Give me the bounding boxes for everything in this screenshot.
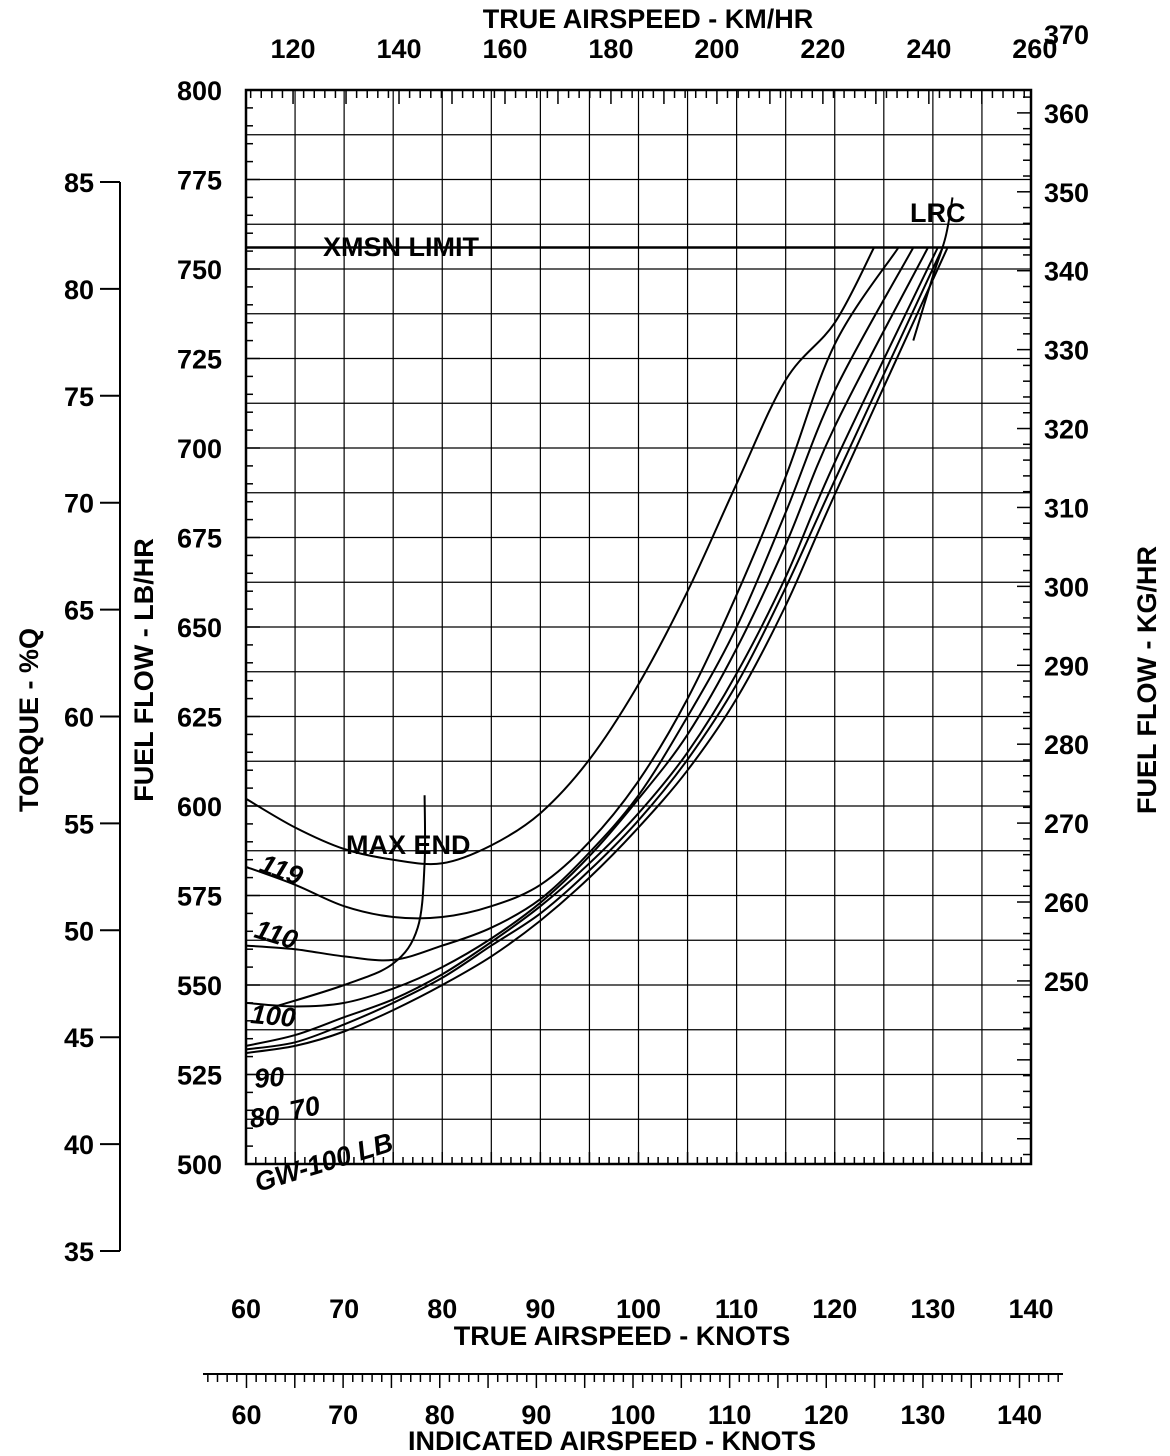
y-left-tick-label: 575 — [177, 882, 222, 912]
y-torque-title: TORQUE - %Q — [14, 628, 44, 812]
x-top-tick-label: 200 — [694, 34, 739, 64]
series-line-6 — [245, 247, 949, 1054]
series-line-3 — [245, 247, 929, 1008]
y-left-tick-label: 800 — [177, 76, 222, 106]
y-left-tick-label: 500 — [177, 1150, 222, 1180]
x-bottom-tick-label: 90 — [525, 1294, 555, 1324]
y-left-tick-label: 650 — [177, 613, 222, 643]
y-torque-tick-label: 50 — [64, 916, 94, 946]
lrc-label: LRC — [910, 198, 966, 228]
y-left-tick-label: 525 — [177, 1061, 222, 1091]
x-top-tick-label: 160 — [482, 34, 527, 64]
y-left-tick-label: 700 — [177, 434, 222, 464]
x-top-tick-label: 120 — [271, 34, 316, 64]
y-torque-tick-label: 40 — [64, 1130, 94, 1160]
y-torque-tick-label: 45 — [64, 1023, 94, 1053]
ias-tick-label: 60 — [231, 1400, 261, 1430]
x-bottom-tick-label: 80 — [427, 1294, 457, 1324]
ias-tick-label: 110 — [708, 1400, 752, 1430]
plot-frame — [244, 88, 1033, 1166]
y-left-tick-label: 725 — [177, 345, 222, 375]
y-right-tick-label: 320 — [1044, 415, 1089, 445]
series-line-1 — [245, 246, 900, 920]
max-end-line — [275, 795, 427, 1008]
y-left-tick-label: 600 — [177, 792, 222, 822]
y-left-tick-label: 550 — [177, 971, 222, 1001]
y-torque-tick-label: 35 — [64, 1237, 94, 1267]
y-right-tick-label: 310 — [1044, 493, 1089, 523]
x-bottom-tick-label: 110 — [715, 1294, 759, 1324]
xmsn-limit-label: XMSN LIMIT — [323, 232, 479, 262]
series-label-100: 100 — [249, 999, 297, 1033]
y-left-tick-label: 775 — [177, 166, 222, 196]
series-label-119: 119 — [256, 848, 307, 891]
ias-tick-label: 140 — [997, 1400, 1042, 1430]
y-right-title: FUEL FLOW - KG/HR — [1132, 546, 1162, 814]
y-right-tick-label: 360 — [1044, 99, 1089, 129]
y-right-tick-label: 370 — [1044, 20, 1089, 50]
ias-tick-label: 70 — [328, 1400, 358, 1430]
y-right-tick-label: 250 — [1044, 967, 1089, 997]
y-right-tick-label: 340 — [1044, 257, 1089, 287]
series-line-0 — [245, 247, 875, 866]
x-top-title: TRUE AIRSPEED - KM/HR — [483, 4, 814, 34]
x-bottom-tick-label: 60 — [231, 1294, 261, 1324]
y-torque-tick-label: 55 — [64, 809, 94, 839]
y-torque-tick-label: 75 — [64, 382, 94, 412]
y-right-tick-label: 260 — [1044, 888, 1089, 918]
y-right-tick-label: 270 — [1044, 809, 1089, 839]
ias-tick-label: 90 — [521, 1400, 551, 1430]
x-bottom-tick-label: 70 — [329, 1294, 359, 1324]
x-bottom-title: TRUE AIRSPEED - KNOTS — [454, 1321, 791, 1351]
tick-marks — [100, 89, 1063, 1388]
series-label-70: 70 — [287, 1090, 323, 1126]
y-left-tick-label: 750 — [177, 255, 222, 285]
ias-tick-label: 120 — [804, 1400, 849, 1430]
series-line-4 — [245, 247, 939, 1047]
y-right-tick-label: 330 — [1044, 336, 1089, 366]
y-torque-tick-label: 85 — [64, 168, 94, 198]
series-label-110: 110 — [251, 914, 301, 955]
series-label-90: 90 — [253, 1061, 286, 1094]
y-left-title: FUEL FLOW - LB/HR — [129, 538, 159, 801]
x-top-tick-label: 220 — [800, 34, 845, 64]
series-line-5 — [245, 247, 944, 1051]
x-top-tick-label: 140 — [376, 34, 421, 64]
series-label-gw: GW-100 LB — [251, 1127, 397, 1198]
x-top-tick-label: 260 — [1012, 34, 1057, 64]
y-left-tick-label: 625 — [177, 703, 222, 733]
y-torque-tick-label: 80 — [64, 275, 94, 305]
ias-tick-label: 80 — [425, 1400, 455, 1430]
x-bottom-tick-label: 140 — [1008, 1294, 1053, 1324]
y-right-tick-label: 290 — [1044, 651, 1089, 681]
x-top-tick-label: 180 — [588, 34, 633, 64]
x-indicated-title: INDICATED AIRSPEED - KNOTS — [408, 1426, 816, 1456]
series-layer — [245, 197, 954, 1054]
y-torque-tick-label: 60 — [64, 703, 94, 733]
lrc-line — [912, 197, 954, 341]
y-torque-tick-label: 65 — [64, 596, 94, 626]
series-line-2 — [245, 247, 915, 962]
y-right-tick-label: 280 — [1044, 730, 1089, 760]
y-left-tick-label: 675 — [177, 524, 222, 554]
y-right-tick-label: 300 — [1044, 572, 1089, 602]
y-torque-tick-label: 70 — [64, 489, 94, 519]
x-bottom-tick-label: 100 — [616, 1294, 661, 1324]
max-end-label: MAX END — [346, 830, 471, 860]
series-label-80: 80 — [248, 1100, 282, 1134]
x-bottom-tick-label: 120 — [812, 1294, 857, 1324]
ias-tick-label: 130 — [900, 1400, 945, 1430]
x-bottom-tick-label: 130 — [910, 1294, 955, 1324]
x-top-tick-label: 240 — [906, 34, 951, 64]
y-right-tick-label: 350 — [1044, 178, 1089, 208]
ias-tick-label: 100 — [610, 1400, 655, 1430]
